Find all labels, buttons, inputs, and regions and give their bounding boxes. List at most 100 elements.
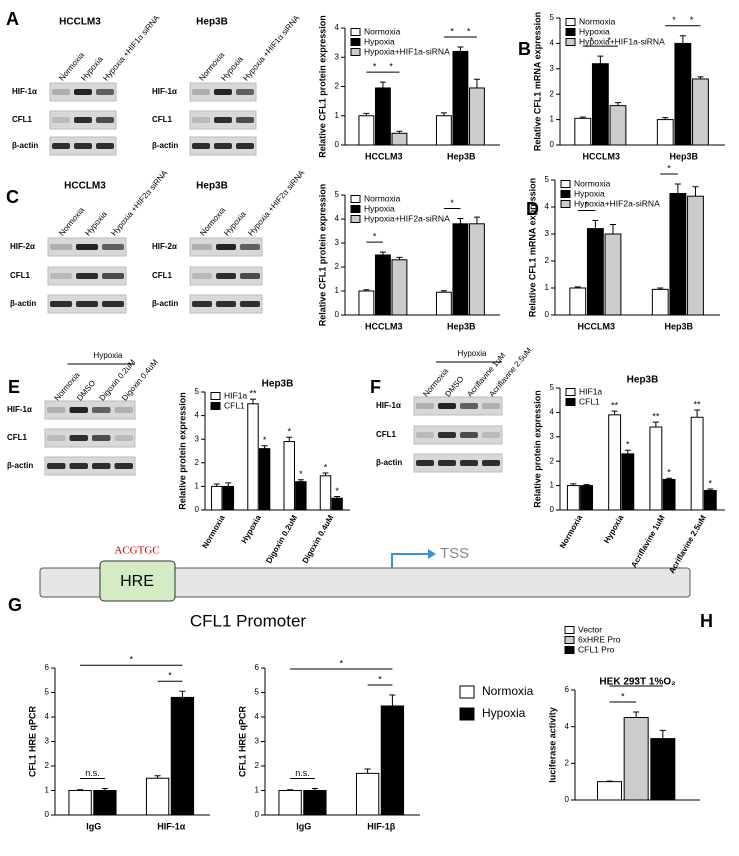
cell-title: Hep3B [196,17,228,28]
error-bar [679,35,686,44]
significance-mark: ** [652,412,660,422]
bar [569,287,587,316]
y-tick-label: 2 [550,89,555,98]
error-bar [297,479,304,482]
blot-band [96,89,114,95]
y-tick-label: 4 [545,202,550,211]
y-tick-label: 6 [255,663,260,672]
blot-band [216,244,236,250]
legend-label: Hypoxia+HIF2a-siRNA [574,198,660,208]
bar [651,288,669,316]
error-bar [579,116,586,119]
bar [358,290,375,316]
bar [586,228,604,316]
legend-label: CFL1 Pro [578,644,615,654]
y-tick-label: 0 [335,140,340,149]
blot-band [214,117,232,123]
blot-band [216,273,236,279]
y-tick-label: 2 [45,761,50,770]
y-tick-label: 3 [550,432,555,441]
legend-label: CFL1 [579,396,600,406]
bar [687,195,704,316]
blot-band [74,89,92,95]
error-bar [473,216,480,224]
y-tick-label: 2 [255,761,260,770]
tss-arrow [391,553,428,568]
y-tick-label: 4 [45,712,50,721]
y-axis-label: Relative CFL1 mRNA expression [532,12,542,151]
chart-title: Hep3B [262,379,294,390]
error-bar [609,224,616,234]
legend-label: Normoxia [364,193,401,203]
error-bar [692,186,699,197]
legend-swatch [350,195,361,203]
bar [170,696,195,816]
bracket-label: * [607,35,611,45]
error-bar [597,55,604,64]
y-tick-label: 2 [335,82,340,91]
y-tick-label: 5 [550,13,555,22]
y-tick-label: 4 [565,722,570,731]
blot-band [416,403,434,409]
error-bar [363,289,370,291]
x-tick-label: HCCLM3 [578,321,616,331]
x-tick-label: Acriflavine 1uM [629,513,667,569]
y-tick-label: 5 [45,688,50,697]
y-tick-label: 4 [550,408,555,417]
error-bar [440,112,447,116]
legend-swatch [350,48,361,56]
error-bar [574,286,581,288]
y-tick-label: 0 [255,810,260,819]
bracket-label: * [667,163,671,173]
legend-label: Hypoxia [364,203,395,213]
x-tick-label: Normoxia [558,513,585,550]
blot-band [47,463,66,469]
x-tick-label: Digoxin 0.2uM [264,513,299,565]
error-bar [457,46,464,52]
legend-label: Hypoxia [579,26,610,36]
bar [355,772,380,816]
row-label: β-actin [12,141,38,150]
error-bar [287,789,294,791]
bar [591,63,609,146]
blot-band [438,432,456,438]
bar [331,497,343,511]
legend-swatch [350,28,361,36]
y-axis-label: Relative CFL1 mRNA expression [527,178,537,317]
blot-band [92,463,111,469]
bracket-label: * [585,200,589,210]
x-tick-label: Hypoxia [602,513,626,545]
y-tick-label: 1 [255,786,260,795]
tss-label: TSS [440,545,469,562]
bar [656,119,674,146]
bracket-label: * [168,671,172,681]
blot-band [50,244,72,250]
legend-swatch [565,38,576,46]
blot-header: Hypoxia [458,349,487,358]
error-bar [666,477,673,480]
bracket-label: * [373,231,377,241]
blot-band [192,301,212,307]
error-bar [249,398,256,404]
blot-band [192,273,212,279]
bar [222,485,235,511]
bar [380,705,405,816]
error-bar [606,780,613,782]
blot-band [482,460,500,466]
blot-band [192,143,210,149]
blot-band [114,463,133,469]
significance-mark: * [709,478,713,488]
significance-mark: * [299,469,303,479]
y-tick-label: 3 [335,52,340,61]
blot-band [482,403,500,409]
y-tick-label: 0 [45,810,50,819]
blot-band [438,403,456,409]
significance-mark: ** [611,401,619,411]
hre-label: HRE [120,573,154,590]
blot-band [76,244,98,250]
y-tick-label: 0 [550,140,555,149]
error-bar [261,445,268,449]
bar [649,426,663,511]
error-bar [473,78,480,88]
